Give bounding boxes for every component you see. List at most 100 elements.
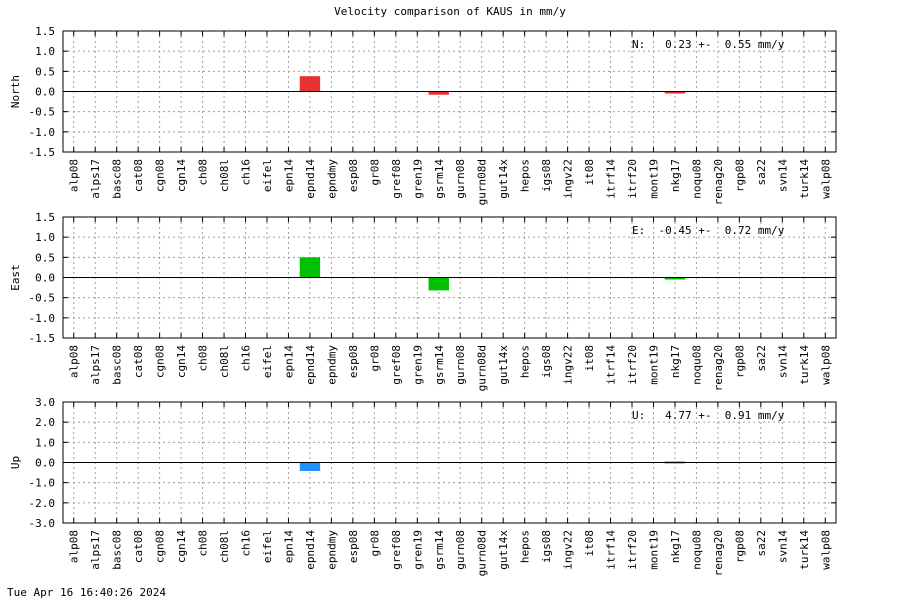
bar-epnd14	[299, 462, 321, 471]
x-tick-label: epn14	[282, 530, 295, 563]
x-tick-label: ch08l	[218, 159, 231, 192]
x-tick-label: renag20	[712, 159, 725, 205]
y-tick-label: -1.5	[29, 146, 56, 159]
y-tick-label: 0.0	[35, 272, 55, 285]
stats-annotation: U: 4.77 +- 0.91 mm/y	[632, 409, 785, 422]
y-tick-label: 1.0	[35, 45, 55, 58]
x-tick-label: rgp08	[733, 345, 746, 378]
x-tick-label: cat08	[132, 345, 145, 378]
x-tick-label: walp08	[819, 345, 832, 385]
x-tick-label: renag20	[712, 530, 725, 576]
x-tick-label: cgn08	[154, 530, 167, 563]
panel-up: 3.0 2.0 1.0 0.0 -1.0 -2.0 -3.0 alp08 alps17 basc0…	[9, 396, 837, 576]
y-tick-label: -0.5	[29, 106, 56, 119]
x-tick-label: cgn14	[175, 159, 188, 192]
y-tick-label: 1.0	[35, 436, 55, 449]
x-tick-label: epndmy	[325, 530, 338, 570]
x-tick-label: cgn14	[175, 530, 188, 563]
y-tick-label: 0.5	[35, 65, 55, 78]
x-tick-label: epn14	[282, 159, 295, 192]
x-tick-label: itrf20	[626, 345, 639, 385]
x-tick-label: gurn08	[454, 159, 467, 199]
x-tick-label: hepos	[519, 530, 532, 563]
y-tick-label: -0.5	[29, 292, 56, 305]
x-tick-label: igs08	[540, 345, 553, 378]
y-tick-label: 0.5	[35, 251, 55, 264]
x-tick-label: ch08	[197, 159, 210, 186]
x-tick-label: itrf14	[605, 345, 618, 385]
x-tick-label: hepos	[519, 159, 532, 192]
x-tick-label: mont19	[647, 159, 660, 199]
x-tick-label: sa22	[755, 530, 768, 557]
x-tick-label: esp08	[347, 345, 360, 378]
x-tick-label: eifel	[261, 530, 274, 563]
plot-frame	[62, 401, 837, 524]
bar-gsrm14	[428, 91, 449, 95]
x-tick-label: ch16	[240, 530, 253, 557]
x-tick-label: ch08	[197, 345, 210, 372]
x-tick-label: gren19	[411, 530, 424, 570]
x-tick-label: gut14x	[497, 530, 510, 570]
x-tick-label: svn14	[776, 159, 789, 192]
x-tick-label: svn14	[776, 345, 789, 378]
x-tick-label: gsrm14	[433, 159, 446, 199]
y-tick-label: -2.0	[29, 497, 56, 510]
y-axis-label: East	[9, 264, 22, 291]
x-tick-label: gut14x	[497, 159, 510, 199]
x-tick-label: gsrm14	[433, 345, 446, 385]
x-tick-label: esp08	[347, 159, 360, 192]
x-tick-label: itrf14	[605, 530, 618, 570]
x-tick-label: gr08	[368, 530, 381, 557]
x-tick-label: turk14	[798, 530, 811, 570]
x-tick-label: turk14	[798, 159, 811, 199]
x-tick-label: sa22	[755, 159, 768, 186]
x-tick-label: cgn08	[154, 159, 167, 192]
x-tick-label: cat08	[132, 530, 145, 563]
x-tick-label: svn14	[776, 530, 789, 563]
x-tick-label: ingv22	[562, 159, 575, 199]
bar-nkg17	[664, 277, 686, 280]
y-axis-label: North	[9, 75, 22, 108]
x-tick-label: alps17	[89, 345, 102, 385]
x-tick-label: basc08	[111, 159, 124, 199]
bar-epnd14	[299, 257, 321, 278]
bar-nkg17	[664, 91, 686, 94]
x-tick-label: alps17	[89, 159, 102, 199]
x-tick-label: gr08	[368, 345, 381, 372]
bar-epnd14	[299, 76, 321, 92]
bar-gsrm14	[428, 277, 449, 291]
x-tick-label: gref08	[390, 159, 403, 199]
x-tick-label: itrf20	[626, 530, 639, 570]
x-tick-label: ch08l	[218, 530, 231, 563]
x-tick-label: epn14	[282, 345, 295, 378]
x-tick-label: ingv22	[562, 345, 575, 385]
y-tick-label: -1.0	[29, 126, 56, 139]
x-tick-label: esp08	[347, 530, 360, 563]
timestamp: Tue Apr 16 16:40:26 2024	[7, 586, 166, 599]
y-tick-label: 0.0	[35, 457, 55, 470]
x-tick-label: rgp08	[733, 530, 746, 563]
x-tick-label: turk14	[798, 345, 811, 385]
x-tick-label: gref08	[390, 530, 403, 570]
x-tick-label: itrf20	[626, 159, 639, 199]
x-tick-label: renag20	[712, 345, 725, 391]
x-tick-label: walp08	[819, 530, 832, 570]
y-tick-label: 1.0	[35, 231, 55, 244]
y-tick-label: 2.0	[35, 416, 55, 429]
x-tick-label: epndmy	[325, 159, 338, 199]
x-tick-label: igs08	[540, 530, 553, 563]
x-tick-label: epnd14	[304, 345, 317, 385]
x-tick-label: ch16	[240, 159, 253, 186]
x-tick-label: gurn08d	[476, 159, 489, 205]
x-tick-label: alps17	[89, 530, 102, 570]
y-tick-label: -1.0	[29, 312, 56, 325]
x-tick-label: itrf14	[605, 159, 618, 199]
x-tick-label: basc08	[111, 345, 124, 385]
x-tick-label: eifel	[261, 159, 274, 192]
x-tick-label: cat08	[132, 159, 145, 192]
y-tick-label: 0.0	[35, 86, 55, 99]
plot-frame	[62, 30, 837, 153]
x-tick-label: noqu08	[690, 345, 703, 385]
plot-frame	[62, 216, 837, 339]
